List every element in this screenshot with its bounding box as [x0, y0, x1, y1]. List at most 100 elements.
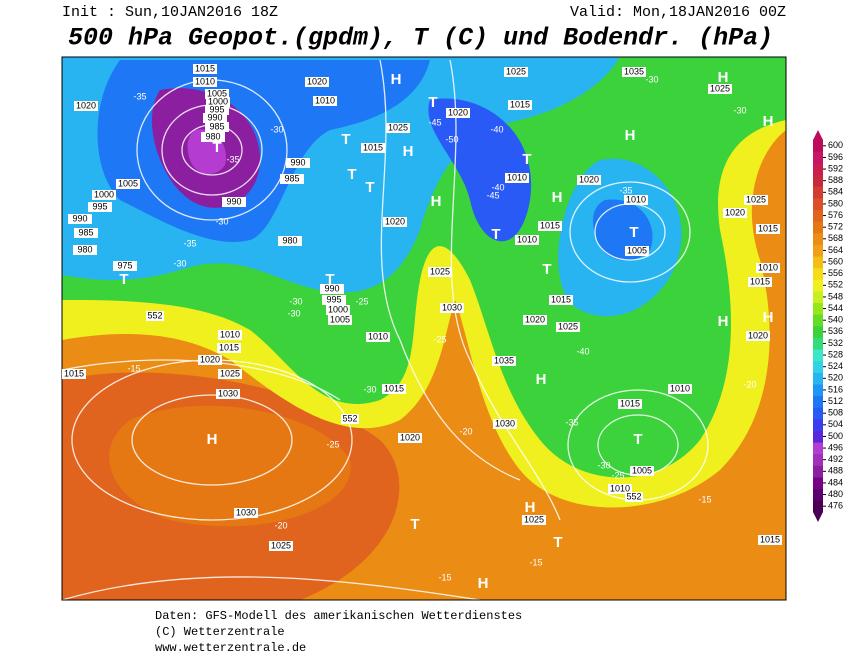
height-label-bg — [146, 311, 164, 321]
isobar-label-bg — [113, 261, 137, 271]
isobar-label: 985 — [78, 227, 93, 237]
colorbar-label: 504 — [828, 419, 843, 429]
isobar-label: 1020 — [76, 100, 96, 110]
isobar-label: 1025 — [524, 514, 544, 524]
isobar-label: 1015 — [219, 342, 239, 352]
isobar-label: 1000 — [208, 96, 228, 106]
isobar-label-bg — [505, 173, 529, 183]
isobar-label: 1015 — [384, 383, 404, 393]
temperature-label: -45 — [486, 190, 499, 200]
isobar-label-bg — [723, 208, 747, 218]
isobar-label-bg — [618, 399, 642, 409]
color-swatch — [813, 500, 823, 513]
colorbar-cap-top — [813, 130, 823, 140]
isobar-label: 1020 — [307, 76, 327, 86]
temperature-label: -35 — [183, 238, 196, 248]
color-swatch — [813, 186, 823, 199]
isobar-label-bg — [493, 419, 517, 429]
isobar-label-bg — [446, 108, 470, 118]
isobar-label-bg — [383, 217, 407, 227]
isobar-label-bg — [88, 202, 112, 212]
colorbar-label: 568 — [828, 233, 843, 243]
temperature-label: -35 — [619, 185, 632, 195]
isobar-label: 1030 — [495, 418, 515, 428]
isobar-label-bg — [386, 123, 410, 133]
isobar-label-bg — [74, 228, 98, 238]
colorbar-label: 492 — [828, 454, 843, 464]
temperature-label: -40 — [491, 182, 504, 192]
color-swatch — [813, 465, 823, 478]
color-swatch — [813, 430, 823, 443]
isobar-label-bg — [748, 277, 772, 287]
isobar-label-bg — [218, 330, 242, 340]
blue-core — [593, 199, 653, 261]
temperature-label: -35 — [133, 91, 146, 101]
temperature-label: -15 — [698, 494, 711, 504]
temperature-label: -20 — [274, 520, 287, 530]
isobar-label: 985 — [284, 173, 299, 183]
color-swatch — [813, 209, 823, 222]
isobar-label: 1015 — [363, 142, 383, 152]
isobar-label: 1010 — [368, 331, 388, 341]
isobar-label-bg — [201, 132, 225, 142]
height-label: 552 — [626, 491, 641, 501]
isobar-label: 1030 — [236, 507, 256, 517]
pressure-center: T — [119, 271, 128, 288]
pressure-center: H — [718, 313, 729, 330]
colorbar-label: 536 — [828, 326, 843, 336]
color-swatch — [813, 326, 823, 338]
colorbar-label: 560 — [828, 256, 843, 266]
isobar-label-bg — [398, 433, 422, 443]
temperature-label: -25 — [611, 470, 624, 480]
isobar-label-bg — [216, 389, 240, 399]
isobar-label-bg — [193, 64, 217, 74]
isobar-label: 990 — [226, 196, 241, 206]
color-swatch — [813, 360, 823, 373]
isobar-label: 1020 — [448, 107, 468, 117]
color-swatch — [813, 233, 823, 245]
isobar-label-bg — [74, 101, 98, 111]
temperature-label: -15 — [127, 363, 140, 373]
pressure-center: H — [478, 575, 489, 592]
pressure-center: H — [207, 431, 218, 448]
colorbar-label: 508 — [828, 408, 843, 418]
isobar-label: 1020 — [400, 432, 420, 442]
isobar-label: 1025 — [710, 83, 730, 93]
pressure-center: H — [525, 499, 536, 516]
isobar-label-bg — [68, 214, 92, 224]
isobar-label: 1015 — [540, 220, 560, 230]
pressure-center: T — [347, 166, 356, 183]
color-swatch — [813, 256, 823, 269]
pressure-center: T — [325, 271, 334, 288]
isobar-label: 1020 — [200, 354, 220, 364]
colorbar-label: 576 — [828, 210, 843, 220]
temperature-label: -25 — [433, 334, 446, 344]
isobar-label-bg — [522, 515, 546, 525]
isobar-label-bg — [538, 221, 562, 231]
isobar-label: 1015 — [620, 398, 640, 408]
color-swatch — [813, 349, 823, 362]
pressure-center: H — [763, 309, 774, 326]
colorbar-label: 596 — [828, 152, 843, 162]
isobar-label: 990 — [72, 213, 87, 223]
isobar-label: 1025 — [388, 122, 408, 132]
height-label: 552 — [147, 310, 162, 320]
height-label: 552 — [342, 413, 357, 423]
colorbar-label: 572 — [828, 222, 843, 232]
isobar-label-bg — [668, 384, 692, 394]
temperature-label: -25 — [355, 296, 368, 306]
colorbar-label: 580 — [828, 198, 843, 208]
pressure-center: T — [629, 224, 638, 241]
isobar-label-bg — [328, 315, 352, 325]
isobar-label: 1015 — [758, 223, 778, 233]
isobar-label-bg — [756, 263, 780, 273]
color-swatch — [813, 488, 823, 501]
color-swatch — [813, 163, 823, 176]
temperature-label: -40 — [490, 124, 503, 134]
isobar-label-bg — [73, 245, 97, 255]
isobar-label: 990 — [207, 112, 222, 122]
pressure-center: H — [718, 69, 729, 86]
color-swatch — [813, 453, 823, 466]
color-swatch — [813, 395, 823, 408]
